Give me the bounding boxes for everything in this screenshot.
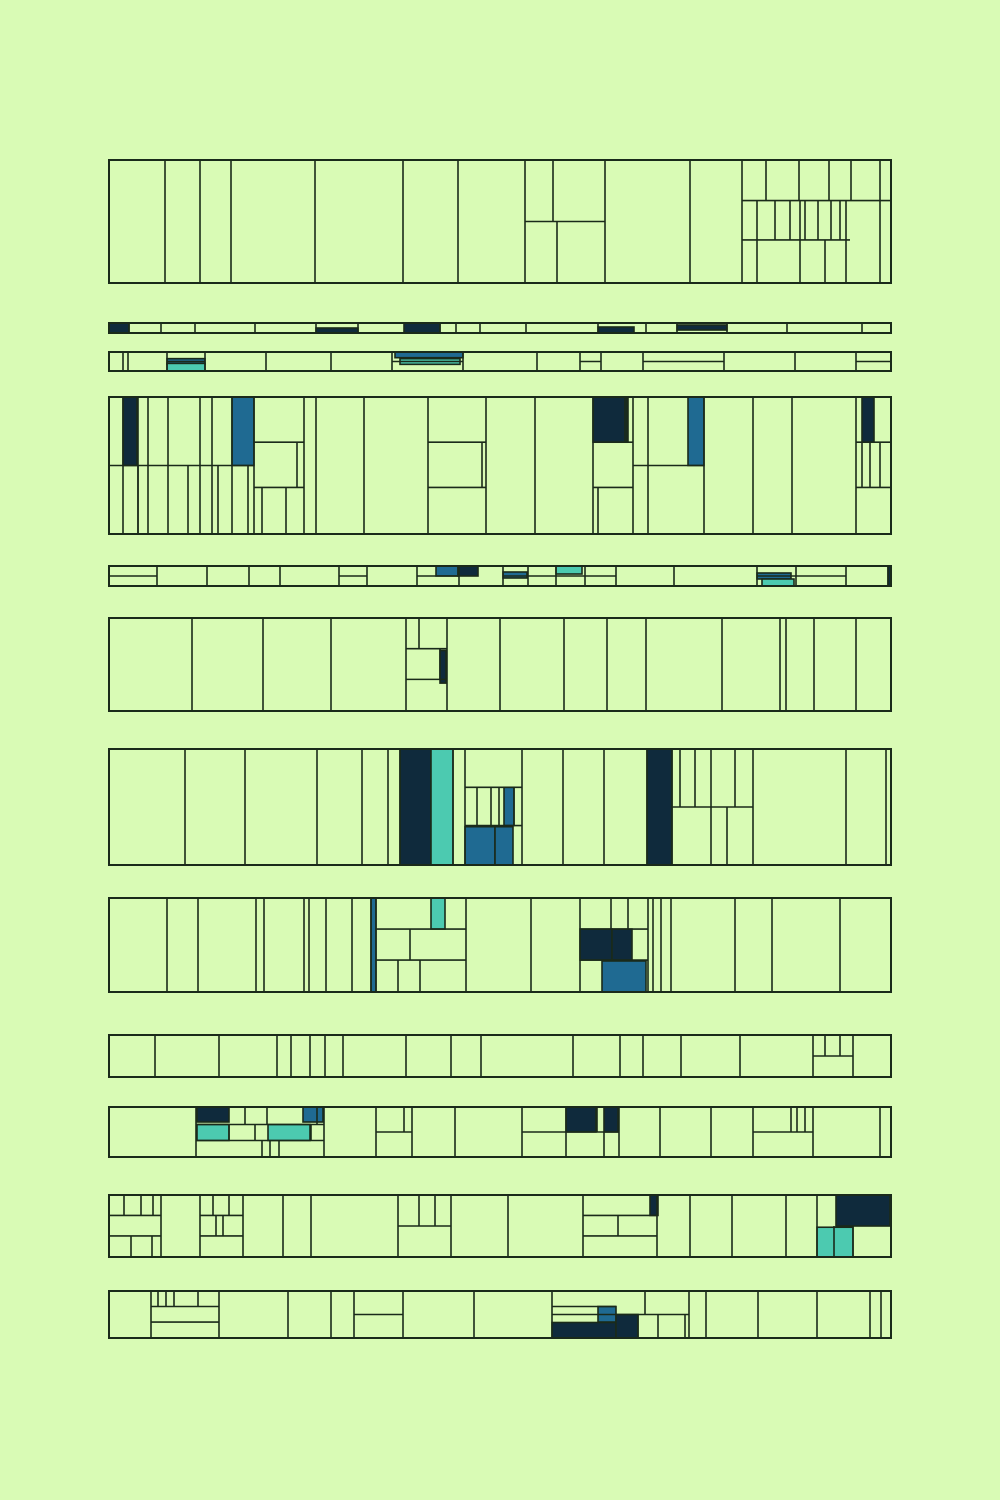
strip-frame <box>108 897 892 993</box>
color-block-navy <box>108 322 130 334</box>
strip-background <box>109 1035 891 1077</box>
color-block-teal <box>555 565 583 575</box>
strip-frame <box>108 1194 892 1258</box>
strip-frame <box>108 1034 892 1078</box>
color-block-teal <box>761 578 795 587</box>
color-block-blue <box>231 396 255 467</box>
strip-background <box>109 898 891 992</box>
color-block-navy <box>196 1106 230 1123</box>
color-block-navy <box>611 928 633 961</box>
strip-frame <box>108 565 892 587</box>
color-block-navy <box>399 748 432 866</box>
color-block-teal <box>196 1123 230 1142</box>
strip-frame <box>108 617 892 712</box>
strip-frame <box>108 1106 892 1158</box>
strip-2 <box>108 322 892 334</box>
color-block-teal <box>430 897 446 930</box>
color-block-navy <box>676 324 728 331</box>
color-block-navy <box>861 396 875 444</box>
strip-background <box>109 566 891 586</box>
color-block-navy <box>835 1194 891 1227</box>
color-block-navy <box>403 322 441 334</box>
color-block-navy <box>565 1106 597 1133</box>
color-block-teal <box>267 1123 311 1142</box>
color-block-navy <box>457 565 479 577</box>
color-block-navy <box>603 1106 619 1133</box>
strip-frame <box>108 351 892 372</box>
strip-1 <box>108 159 892 284</box>
color-block-teal <box>816 1226 854 1258</box>
strip-9 <box>108 1034 892 1078</box>
strip-11 <box>108 1194 892 1258</box>
color-block-blue <box>464 825 496 866</box>
color-block-navy <box>615 1313 639 1339</box>
strip-7 <box>108 748 892 866</box>
color-block-blue <box>687 396 705 467</box>
color-block-blue <box>502 571 528 579</box>
color-block-navy <box>579 928 613 961</box>
strip-background <box>109 352 891 371</box>
color-block-blue <box>435 565 459 577</box>
color-block-blue <box>503 786 515 827</box>
strip-frame <box>108 1290 892 1339</box>
color-block-navy <box>551 1321 617 1339</box>
strip-frame <box>108 748 892 866</box>
strip-background <box>109 1195 891 1257</box>
color-block-navy <box>122 396 138 467</box>
strip-background <box>109 1291 891 1338</box>
color-block-navy <box>439 649 447 684</box>
color-block-teal <box>166 362 206 372</box>
strip-12 <box>108 1290 892 1339</box>
strip-10 <box>108 1106 892 1158</box>
strip-frame <box>108 322 892 334</box>
strip-8 <box>108 897 892 993</box>
strip-frame <box>108 159 892 284</box>
strip-3 <box>108 351 892 372</box>
color-block-blue <box>302 1106 324 1123</box>
strip-4 <box>108 396 892 535</box>
strip-5 <box>108 565 892 587</box>
color-block-navy <box>592 396 628 444</box>
strip-background <box>109 323 891 333</box>
color-block-teal <box>430 748 454 866</box>
color-block-navy <box>646 748 673 866</box>
strip-frame <box>108 396 892 535</box>
strip-6 <box>108 617 892 712</box>
color-block-blue <box>601 960 647 993</box>
color-block-blue <box>494 825 514 866</box>
strip-background <box>109 160 891 283</box>
